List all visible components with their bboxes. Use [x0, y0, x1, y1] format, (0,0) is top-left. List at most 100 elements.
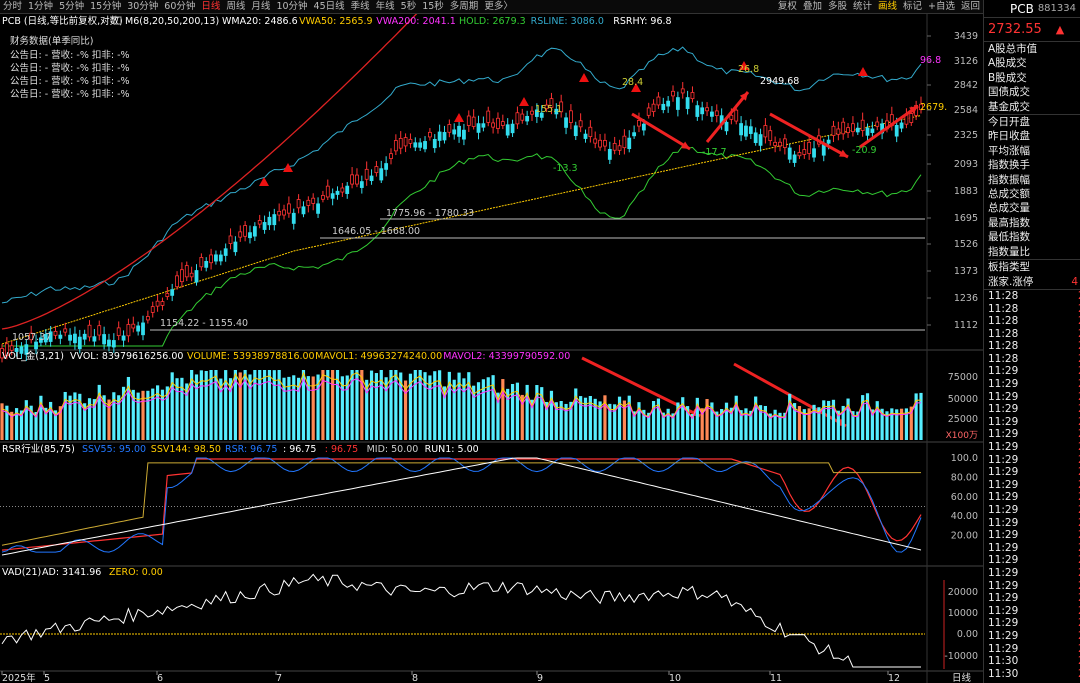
volume-bar [10, 411, 14, 440]
candle [860, 119, 865, 131]
period-tab-13[interactable]: 5秒 [400, 0, 417, 12]
period-tab-1[interactable]: 1分钟 [28, 0, 54, 12]
volume-bar [58, 406, 62, 440]
tick-row: 11:292 [988, 478, 1080, 491]
volume-bar [345, 375, 349, 440]
volume-bar [622, 400, 626, 440]
vad-y-label: -10000 [944, 651, 978, 662]
period-tab-8[interactable]: 月线 [251, 0, 271, 12]
volume-bar [355, 370, 359, 440]
volume-bar [904, 408, 909, 440]
candle [0, 348, 4, 359]
x-axis-label: 9 [537, 673, 543, 683]
volume-bar [739, 410, 743, 440]
period-tab-15[interactable]: 多周期 [449, 0, 479, 12]
candle [321, 195, 325, 200]
vwa50-line [1, 115, 922, 345]
volume-bar [831, 399, 836, 440]
trend-arrow-head [739, 92, 748, 101]
y-tick-label: 1526 [954, 239, 978, 250]
volume-bar [19, 410, 24, 440]
period-tab-0[interactable]: 分时 [3, 0, 23, 12]
candle [58, 334, 63, 339]
rsr-y-label: 20.00 [951, 531, 978, 542]
volume-bar [579, 396, 583, 440]
volume-bar [792, 403, 797, 440]
candle [851, 123, 855, 133]
tool-button-5[interactable]: 标记 [903, 1, 923, 12]
tick-row: 11:292 [988, 629, 1080, 642]
up-arrow-icon: ▲ [1055, 23, 1065, 36]
tool-button-3[interactable]: 统计 [852, 1, 872, 12]
period-tab-14[interactable]: 15秒 [422, 0, 444, 12]
period-tab-6[interactable]: 日线 [201, 0, 221, 12]
volume-bar [506, 388, 510, 440]
y-tick-label: 2584 [954, 105, 978, 116]
tick-row: 11:292 [988, 617, 1080, 630]
period-tab-9[interactable]: 10分钟 [276, 0, 308, 12]
volume-bar [418, 370, 422, 440]
candle [870, 128, 875, 133]
ma-value: WMA20: 2486.6 [222, 16, 298, 27]
volume-bar [909, 406, 913, 440]
tool-button-2[interactable]: 多股 [827, 1, 847, 12]
period-tab-11[interactable]: 季线 [350, 0, 370, 12]
volume-bar [258, 370, 262, 440]
x-axis-label: 8 [412, 673, 418, 683]
period-tab-12[interactable]: 年线 [375, 0, 395, 12]
volume-bar [442, 386, 447, 440]
candle [675, 97, 680, 110]
volume-bar [554, 402, 558, 440]
candle [359, 181, 364, 188]
volume-bar [841, 405, 845, 440]
rsr-y-label: 100.0 [951, 453, 978, 464]
volume-bar [642, 409, 646, 440]
period-tab-16[interactable]: 更多〉 [484, 0, 513, 12]
signal-triangle [739, 61, 749, 70]
volume-bar [423, 372, 427, 440]
candle [233, 241, 238, 253]
candle [43, 333, 48, 343]
volume-bar [433, 371, 437, 440]
period-tab-4[interactable]: 30分钟 [127, 0, 159, 12]
candle [262, 222, 267, 230]
tool-button-6[interactable]: +自选 [928, 1, 955, 12]
volume-bar [34, 411, 38, 440]
quote-header: PCB 881334 [984, 0, 1080, 18]
candle [355, 174, 359, 185]
rsr-value: MID: 50.00 [367, 444, 419, 455]
volume-bar [783, 412, 787, 440]
period-tab-3[interactable]: 15分钟 [90, 0, 122, 12]
tick-row: 11:292 [988, 453, 1080, 466]
volume-bar [870, 409, 874, 440]
tool-button-1[interactable]: 叠加 [802, 1, 822, 12]
tool-button-0[interactable]: 复权 [777, 1, 797, 12]
trend-arrow [631, 112, 691, 151]
chart-area[interactable]: 1057.37 1154.22 - 1155.40 1646.05 - 1668.0… [0, 14, 983, 683]
period-tab-7[interactable]: 周线 [226, 0, 246, 12]
current-price: 2732.55 [988, 22, 1042, 37]
period-tab-2[interactable]: 5分钟 [59, 0, 85, 12]
volume-bar [316, 374, 320, 440]
tool-button-7[interactable]: 返回 [960, 1, 980, 12]
tool-button-4[interactable]: 画线 [877, 1, 897, 12]
volume-bar [49, 401, 53, 440]
candle [126, 324, 131, 337]
volume-bar [583, 397, 588, 440]
volume-bar [335, 370, 340, 440]
volume-bar [914, 393, 918, 440]
candle [909, 113, 914, 123]
volume-bar [379, 370, 383, 440]
tick-row: 11:292 [988, 604, 1080, 617]
volume-bar [559, 401, 563, 440]
volume-bar [598, 401, 602, 440]
candle [165, 293, 170, 297]
period-tab-10[interactable]: 45日线 [313, 0, 345, 12]
volume-bar [365, 379, 369, 440]
volume-bar [861, 395, 865, 440]
volume-bar [399, 372, 403, 440]
candle [68, 334, 72, 341]
trend-arrow-head [909, 106, 918, 114]
price-annotation: 1646.05 - 1668.00 [332, 226, 420, 237]
period-tab-5[interactable]: 60分钟 [164, 0, 196, 12]
